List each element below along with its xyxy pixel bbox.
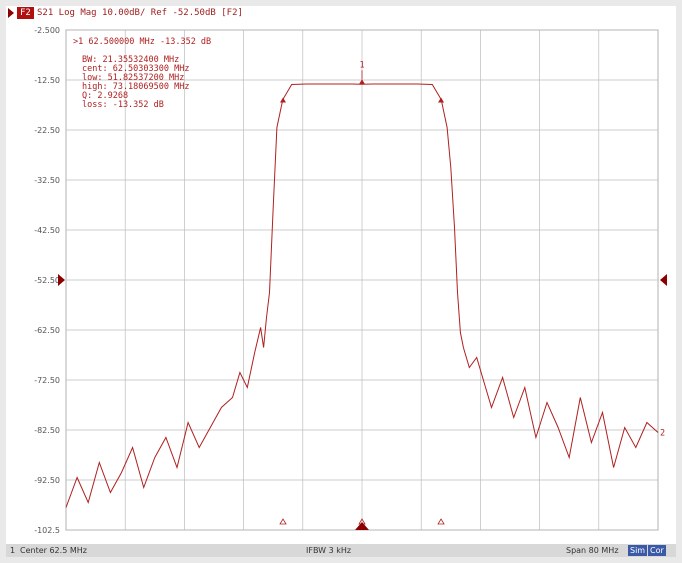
bandwidth-marker-bottom-icon <box>279 518 287 525</box>
y-tick-label: -2.500 <box>34 26 60 35</box>
bandwidth-marker-icon <box>438 97 445 103</box>
reference-level-right-icon[interactable] <box>660 274 667 286</box>
y-tick-label: -52.50 <box>34 276 60 285</box>
marker-stat-line: low: 51.82537200 MHz <box>82 73 184 83</box>
trace-plot[interactable]: -2.500 -12.50 -22.50 -32.50 -42.50 -52.50 -62.… <box>6 20 676 544</box>
marker-stat-line: high: 73.18069500 MHz <box>82 82 189 92</box>
marker-active-readout[interactable]: >1 62.500000 MHz -13.352 dB <box>73 37 211 47</box>
y-tick-label: -92.50 <box>34 476 60 485</box>
y-tick-label: -82.50 <box>34 426 60 435</box>
reference-level-left-icon[interactable] <box>58 274 65 286</box>
y-tick-label: -22.50 <box>34 126 60 135</box>
marker-stat-line: cent: 62.50303300 MHz <box>82 64 189 74</box>
y-tick-label: -32.50 <box>34 176 60 185</box>
sim-badge: Sim <box>628 545 648 556</box>
center-frequency[interactable]: Center 62.5 MHz <box>20 546 87 555</box>
marker-1-icon <box>359 79 365 85</box>
marker-1-label: 1 <box>359 60 364 70</box>
y-tick-label: -62.50 <box>34 326 60 335</box>
marker-stat-line: Q: 2.9268 <box>82 91 128 101</box>
trace-header[interactable]: F2 S21 Log Mag 10.00dB/ Ref -52.50dB [F2… <box>6 6 676 20</box>
marker-stat-line: BW: 21.35532400 MHz <box>82 55 179 65</box>
y-tick-label: -42.50 <box>34 226 60 235</box>
ifbw[interactable]: IFBW 3 kHz <box>306 546 352 555</box>
y-tick-label: -12.50 <box>34 76 60 85</box>
span-frequency[interactable]: Span 80 MHz <box>566 546 619 555</box>
y-tick-label: -72.50 <box>34 376 60 385</box>
marker-stat-line: loss: -13.352 dB <box>82 100 164 110</box>
trace-line <box>65 83 659 508</box>
bandwidth-marker-bottom-icon <box>437 518 445 525</box>
plot-area[interactable]: -2.500 -12.50 -22.50 -32.50 -42.50 -52.50 -62.… <box>6 20 676 544</box>
trace-end-marker-label: 2 <box>660 429 665 439</box>
trace-label: S21 Log Mag 10.00dB/ Ref -52.50dB [F2] <box>37 8 243 18</box>
channel-number: 1 <box>10 546 16 555</box>
cor-badge: Cor <box>648 545 666 556</box>
y-tick-label: -102.5 <box>34 526 60 535</box>
active-trace-arrow-icon <box>8 8 14 18</box>
status-bar: 1 Center 62.5 MHz IFBW 3 kHz Span 80 MHz… <box>6 544 676 557</box>
bandwidth-marker-icon <box>280 97 287 103</box>
channel-tag[interactable]: F2 <box>17 7 34 19</box>
center-frequency-marker-icon <box>355 522 369 530</box>
